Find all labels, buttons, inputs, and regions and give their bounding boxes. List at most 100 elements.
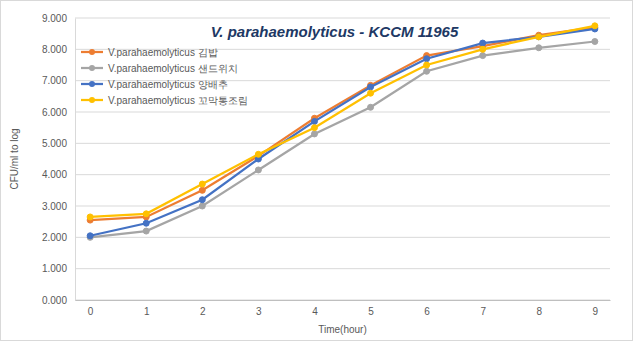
grid-line [75,18,610,19]
series-marker [199,181,205,187]
grid-line [75,143,610,144]
y-tick: 6.000 [42,107,75,118]
series-marker [536,34,542,40]
x-tick-label: 2 [200,306,206,317]
legend-marker [89,65,95,71]
x-tick-label: 6 [424,306,430,317]
series-marker [480,53,486,59]
x-tick-label: 8 [536,306,542,317]
y-tick-label: 8.000 [42,44,67,55]
y-axis-title: CFU/ml to log [9,128,20,189]
x-tick-label: 4 [312,306,318,317]
series-line [90,26,595,217]
legend-marker [89,97,95,103]
chart-border [1,1,633,341]
series-marker [368,104,374,110]
x-tick-label: 0 [88,306,94,317]
grid [75,18,610,300]
y-tick-label: 4.000 [42,169,67,180]
x-tick: 7 [480,300,486,317]
legend-item: V.parahaemolyticus 샌드위치 [81,63,238,74]
y-tick-label: 1.000 [42,263,67,274]
series-marker [592,39,598,45]
series-marker [424,68,430,74]
series-marker [143,211,149,217]
grid-line [75,268,610,269]
series-marker [255,167,261,173]
y-tick: 2.000 [42,232,75,243]
y-tick: 1.000 [42,263,75,274]
grid-line [75,174,610,175]
y-tick-label: 3.000 [42,201,67,212]
y-axis-line [75,19,76,301]
series-marker [255,151,261,157]
plot-area: 0.000 1.000 2.000 3.000 4.000 5.000 6.000 7.000… [42,13,611,317]
legend-marker [89,81,95,87]
x-tick: 4 [312,300,318,317]
x-tick: 0 [88,300,94,317]
legend-marker [89,49,95,55]
series-marker [87,214,93,220]
legend: V.parahaemolyticus 김밥 V.parahaemolyticus … [81,47,248,106]
legend-label: V.parahaemolyticus 양배추 [108,79,228,90]
x-tick: 3 [256,300,262,317]
x-tick-label: 1 [144,306,150,317]
series-marker [592,23,598,29]
y-tick: 0.000 [42,295,75,306]
y-tick: 7.000 [42,75,75,86]
series-line [90,29,595,236]
series-marker [87,233,93,239]
x-tick: 5 [368,300,374,317]
series-marker [424,62,430,68]
series-marker [311,118,317,124]
series-marker [536,34,542,40]
legend-item: V.parahaemolyticus 김밥 [81,47,218,58]
grid-line [75,206,610,207]
legend-label: V.parahaemolyticus 샌드위치 [108,63,238,74]
series [87,24,598,223]
y-tick-label: 6.000 [42,107,67,118]
series-marker [480,40,486,46]
x-tick: 2 [200,300,206,317]
series-line [90,42,595,238]
x-tick: 8 [536,300,542,317]
series [87,39,598,241]
y-tick: 5.000 [42,138,75,149]
y-tick: 3.000 [42,201,75,212]
series-marker [199,197,205,203]
x-tick-label: 3 [256,306,262,317]
legend-item: V.parahaemolyticus 양배추 [81,79,228,90]
series-marker [199,203,205,209]
series [87,23,598,220]
x-axis-title: Time(hour) [318,324,367,335]
series-group [87,23,598,241]
y-tick-label: 7.000 [42,75,67,86]
chart: 0.000 1.000 2.000 3.000 4.000 5.000 6.000 7.000… [0,0,633,341]
series-marker [480,46,486,52]
x-tick: 6 [424,300,430,317]
series-line [90,27,595,220]
y-tick: 4.000 [42,169,75,180]
series-marker [424,56,430,62]
y-tick-label: 0.000 [42,295,67,306]
series [87,26,598,239]
legend-item: V.parahaemolyticus 꼬막통조림 [81,95,248,106]
y-tick: 8.000 [42,44,75,55]
y-axis: 0.000 1.000 2.000 3.000 4.000 5.000 6.000 7.000… [42,13,76,306]
series-marker [143,220,149,226]
legend-label: V.parahaemolyticus 김밥 [108,47,218,58]
x-tick: 9 [593,300,599,317]
series-marker [311,131,317,137]
series-marker [311,125,317,131]
x-axis: 0 1 2 3 4 5 6 7 8 9 [76,300,611,317]
grid-line [75,300,610,301]
x-tick-label: 9 [593,306,599,317]
series-marker [536,45,542,51]
x-axis-line [76,300,611,301]
y-tick-label: 9.000 [42,13,67,24]
y-tick-label: 2.000 [42,232,67,243]
series-marker [143,228,149,234]
grid-line [75,237,610,238]
x-tick-label: 7 [480,306,486,317]
x-tick-label: 5 [368,306,374,317]
